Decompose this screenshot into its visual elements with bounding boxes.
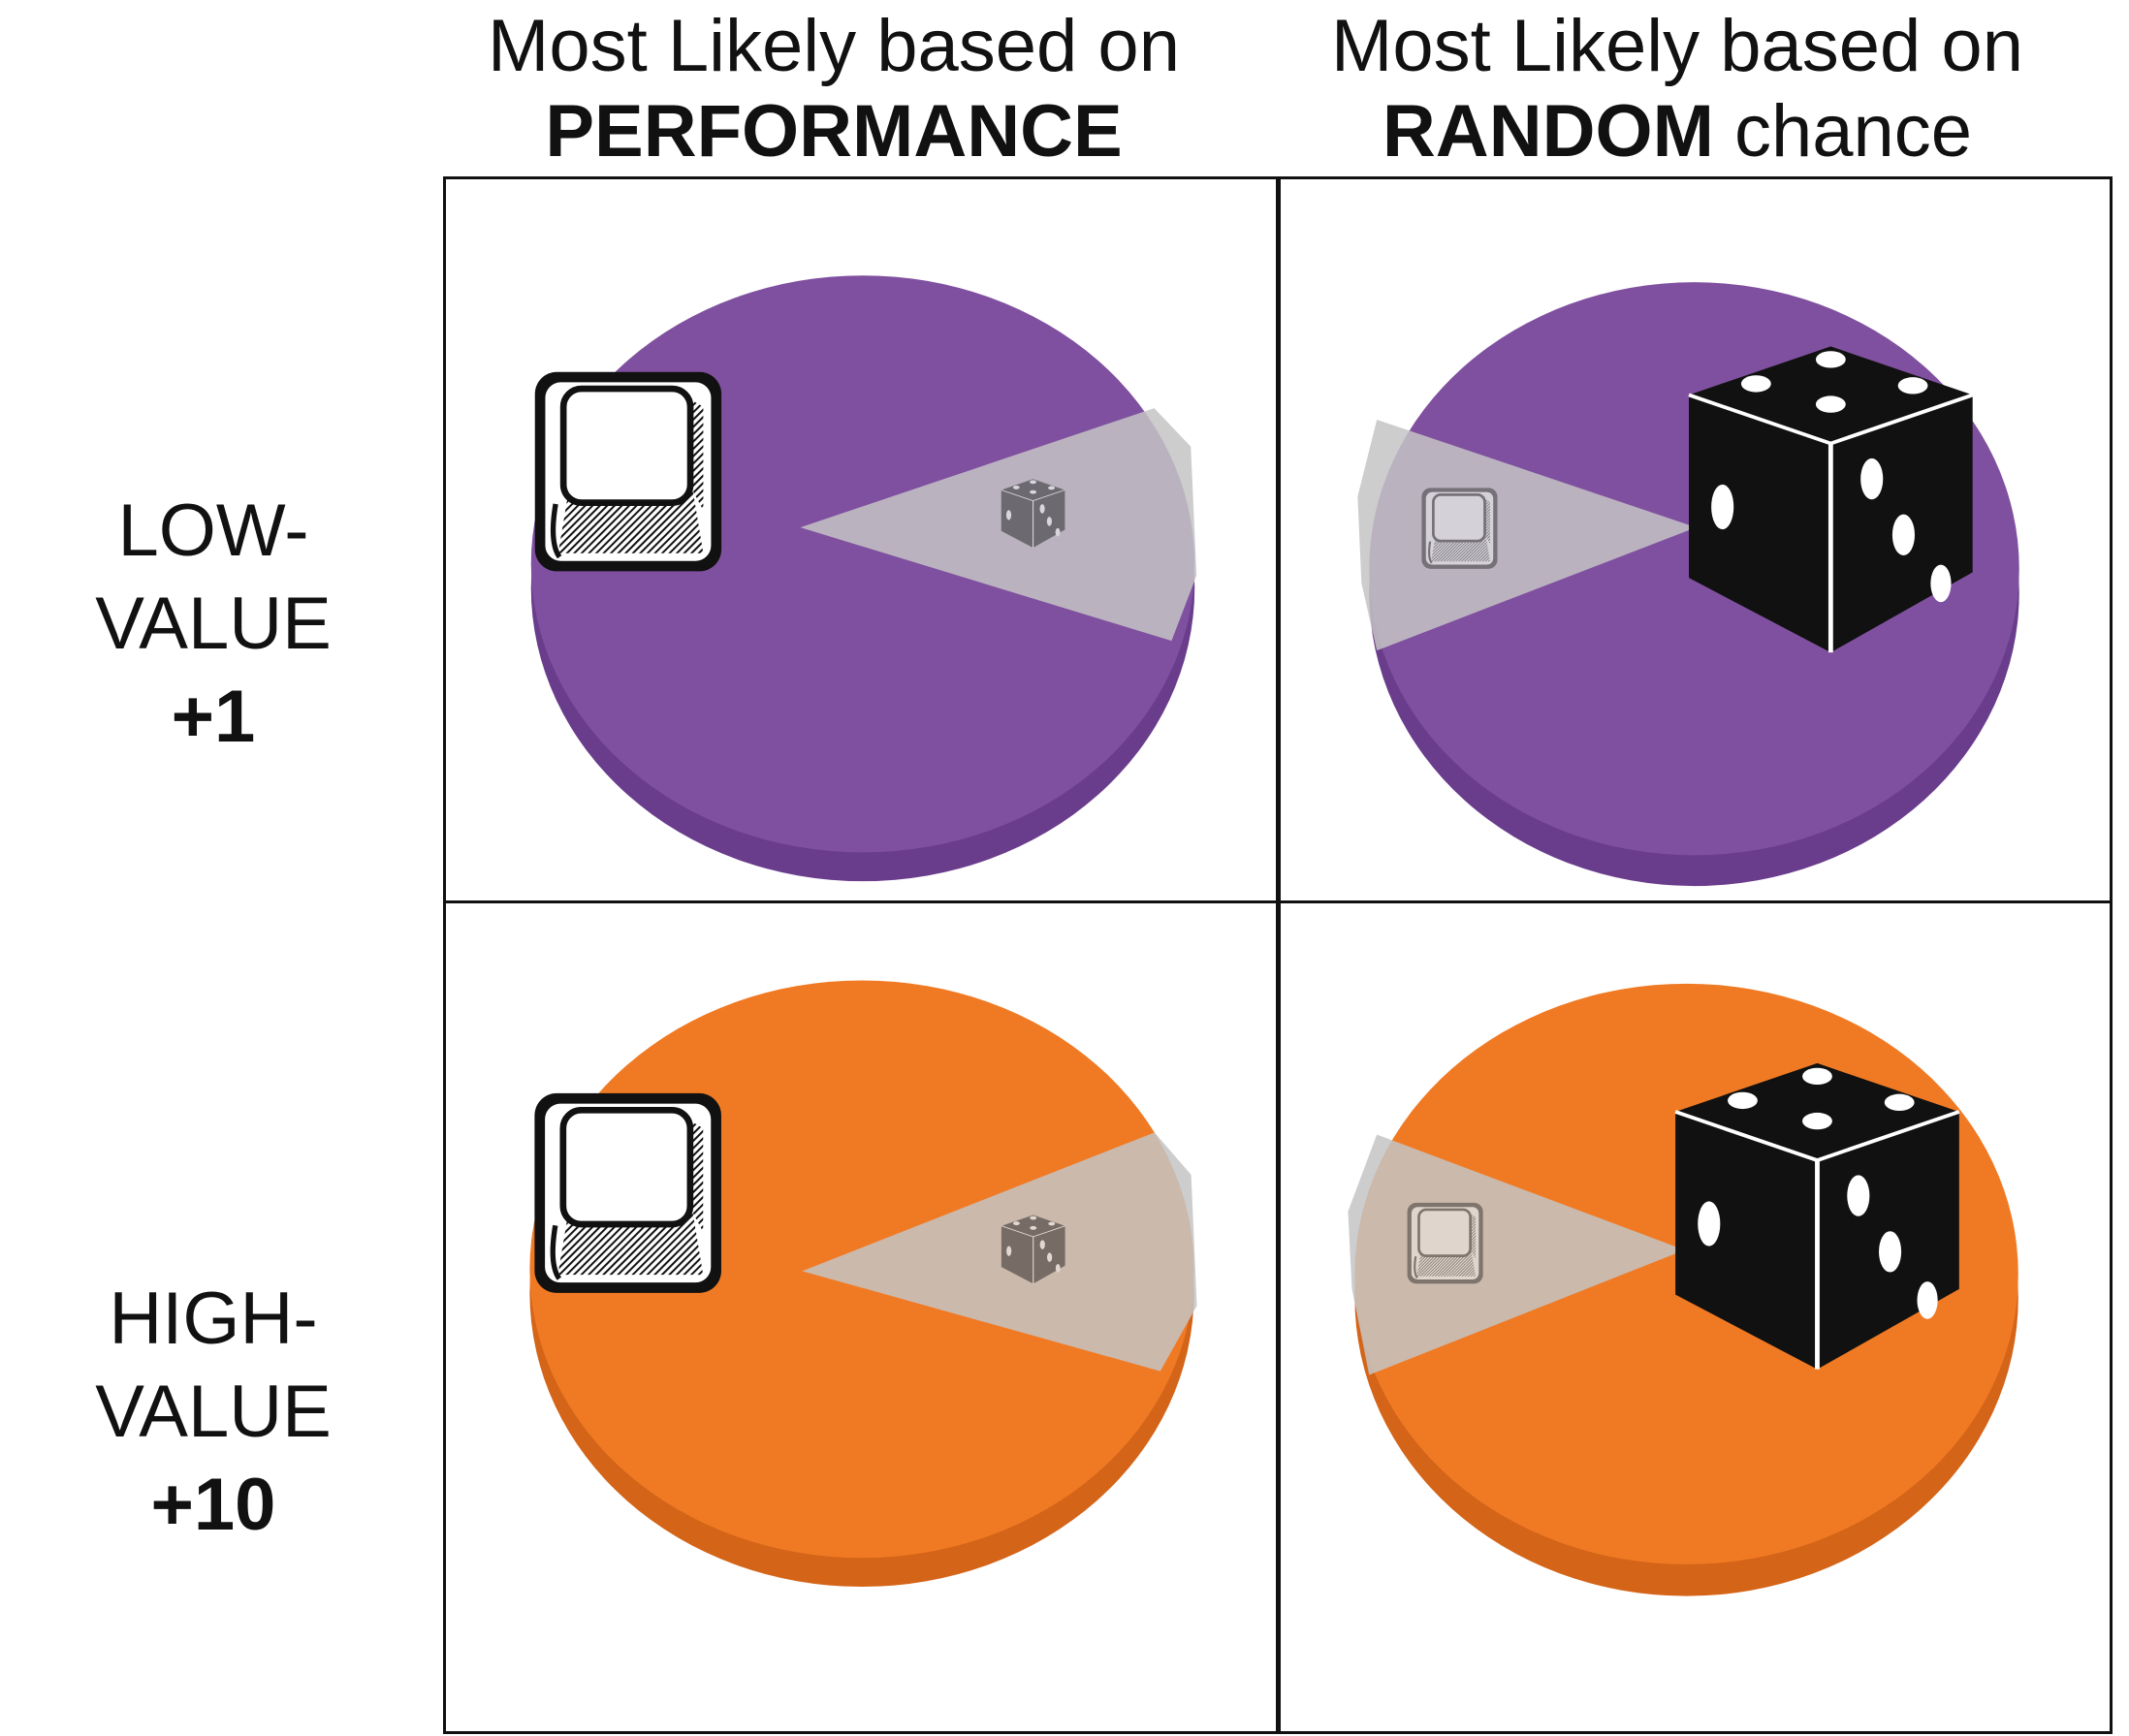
chip-illustration xyxy=(530,275,1197,882)
column-header-line: Most Likely based on xyxy=(1331,5,2023,87)
keycap-icon xyxy=(1420,486,1499,571)
keycap-icon xyxy=(535,372,721,572)
column-header-line: Most Likely based on xyxy=(488,5,1180,87)
column-header-suffix: chance xyxy=(1713,90,1973,173)
chip-illustration xyxy=(1357,282,2019,887)
column-header-performance: Most Likely based on PERFORMANCE xyxy=(417,4,1251,174)
column-header-keyword: PERFORMANCE xyxy=(545,90,1123,173)
chip-illustration xyxy=(529,980,1197,1588)
cell-low-value-random xyxy=(1277,176,2113,903)
keycap-icon xyxy=(1406,1201,1485,1285)
keycap-icon xyxy=(534,1093,721,1293)
chip-wedge xyxy=(1348,1134,1685,1375)
row-header-high-value: HIGH-VALUE +10 xyxy=(0,1273,427,1552)
chip-wedge xyxy=(802,1132,1197,1372)
chip-illustration xyxy=(1348,983,2018,1596)
row-header-value: +10 xyxy=(150,1464,276,1546)
row-header-low-value: LOW-VALUE +1 xyxy=(0,485,427,764)
cell-low-value-performance xyxy=(443,176,1279,903)
chip-wedge xyxy=(1357,420,1697,651)
column-header-keyword: RANDOM xyxy=(1382,90,1714,173)
chip-wedge xyxy=(800,408,1197,642)
cell-high-value-performance xyxy=(443,900,1279,1734)
row-header-label: HIGH-VALUE xyxy=(95,1278,332,1453)
row-header-label: LOW-VALUE xyxy=(95,489,332,665)
column-header-random: Most Likely based on RANDOM chance xyxy=(1260,4,2094,174)
row-header-value: +1 xyxy=(171,676,256,758)
cell-high-value-random xyxy=(1277,900,2113,1734)
